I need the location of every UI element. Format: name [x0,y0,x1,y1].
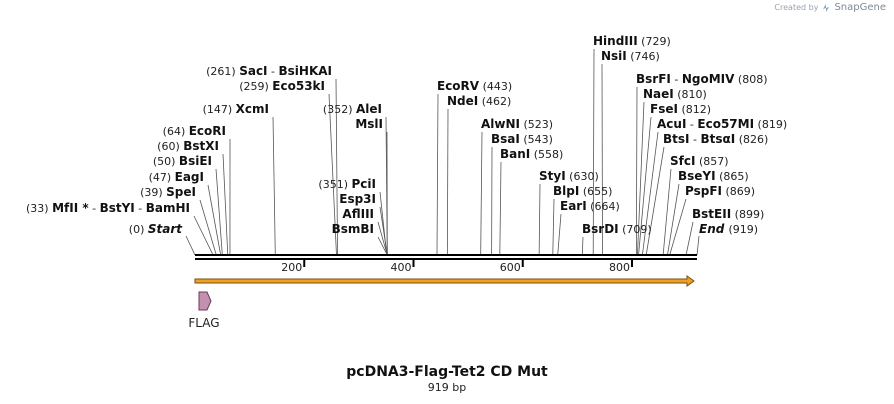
site-connector-s7 [272,116,276,256]
site-connector-s29 [638,116,652,256]
restriction-site-s31[interactable]: BtsI - BtsαI (826) [663,132,768,146]
restriction-site-s1[interactable]: (33) MfII * - BstYI - BamHI [26,201,190,215]
restriction-site-s27[interactable]: BsrFI - NgoMIV (808) [636,72,768,86]
restriction-site-s14[interactable]: (352) AleI [323,102,382,116]
site-connector-s2 [199,199,217,256]
site-connector-s13 [377,236,388,256]
restriction-site-s17[interactable]: NdeI (462) [447,94,511,108]
site-connector-s11 [379,206,388,256]
restriction-site-s13[interactable]: BsmBI [332,222,374,236]
restriction-site-s9[interactable]: (261) SacI - BsiHKAI [206,64,332,78]
site-connector-s17 [446,108,449,256]
restriction-site-s8[interactable]: (259) Eco53kI [239,79,325,93]
snapgene-logo-icon [823,3,830,12]
restriction-site-s19[interactable]: BsaI (543) [491,132,553,146]
site-connector-s20 [499,161,502,256]
site-connector-s24 [581,236,584,256]
restriction-site-s22[interactable]: BlpI (655) [553,184,612,198]
page-title: pcDNA3-Flag-Tet2 CD Mut [346,364,548,380]
site-connector-s31 [645,146,665,256]
site-connector-s30 [641,131,659,256]
restriction-site-s24[interactable]: BsrDI (709) [582,222,652,236]
end-connector [696,235,700,256]
site-connector-s9 [335,78,338,256]
restriction-site-s29[interactable]: FseI (812) [650,102,711,116]
site-connector-s22 [552,198,555,256]
site-connector-s16 [436,93,439,256]
ruler-label-400: 400 [390,261,411,274]
restriction-site-s25[interactable]: HindIII (729) [593,34,671,48]
site-connector-s4 [215,168,223,256]
start-label: (0) Start [129,222,183,236]
restriction-site-s12[interactable]: AflIII [342,207,374,221]
ruler-label-200: 200 [281,261,302,274]
ruler-label-800: 800 [609,261,630,274]
restriction-site-s18[interactable]: AlwNI (523) [481,117,553,131]
site-connector-s3 [207,184,222,256]
site-connector-s1 [193,215,214,256]
restriction-site-s15[interactable]: MslI [355,117,383,131]
site-connector-s33 [667,183,680,256]
restriction-site-s28[interactable]: NaeI (810) [643,87,707,101]
site-connector-s32 [662,168,672,256]
site-connector-s18 [480,131,483,256]
restriction-site-s2[interactable]: (39) SpeI [140,185,196,199]
site-connector-s5 [222,153,229,256]
restriction-site-s6[interactable]: (64) EcoRI [163,124,226,138]
restriction-site-s3[interactable]: (47) EagI [149,170,204,184]
restriction-site-s10[interactable]: (351) PciI [318,177,376,191]
site-connector-s12 [377,221,388,256]
restriction-site-s34[interactable]: PspFI (869) [685,184,755,198]
restriction-site-s33[interactable]: BseYI (865) [678,169,749,183]
restriction-site-s30[interactable]: AcuI - Eco57MI (819) [657,117,787,131]
site-connector-s28 [637,101,645,256]
feature-flag-icon[interactable] [198,291,212,311]
ruler-label-600: 600 [500,261,521,274]
restriction-site-s35[interactable]: BstEII (899) [692,207,764,221]
credit-prefix: Created by [774,3,819,12]
snapgene-credit: Created by SnapGene [774,2,886,13]
sequence-length: 919 bp [427,381,467,394]
feature-label-flag: FLAG [188,316,219,330]
restriction-site-s16[interactable]: EcoRV (443) [437,79,512,93]
orf-arrow-orf[interactable] [194,275,695,287]
site-connector-s23 [557,213,562,256]
site-connector-s21 [538,183,541,256]
site-connector-s8 [328,93,337,256]
site-connector-s34 [669,198,687,256]
restriction-site-s23[interactable]: EarI (664) [560,199,620,213]
restriction-site-s21[interactable]: StyI (630) [539,169,599,183]
start-connector [185,235,196,256]
restriction-site-s7[interactable]: (147) XcmI [203,102,269,116]
restriction-site-s20[interactable]: BanI (558) [500,147,563,161]
restriction-site-s5[interactable]: (60) BstXI [157,139,219,153]
restriction-site-s26[interactable]: NsiI (746) [601,49,660,63]
restriction-site-s32[interactable]: SfcI (857) [670,154,729,168]
site-connector-s35 [685,221,694,256]
site-connector-s25 [592,48,595,256]
credit-brand: SnapGene [834,2,886,13]
restriction-site-s11[interactable]: Esp3I [339,192,376,206]
restriction-site-s4[interactable]: (50) BsiEI [153,154,212,168]
site-connector-s27 [635,86,638,256]
end-label: End (919) [699,222,758,236]
